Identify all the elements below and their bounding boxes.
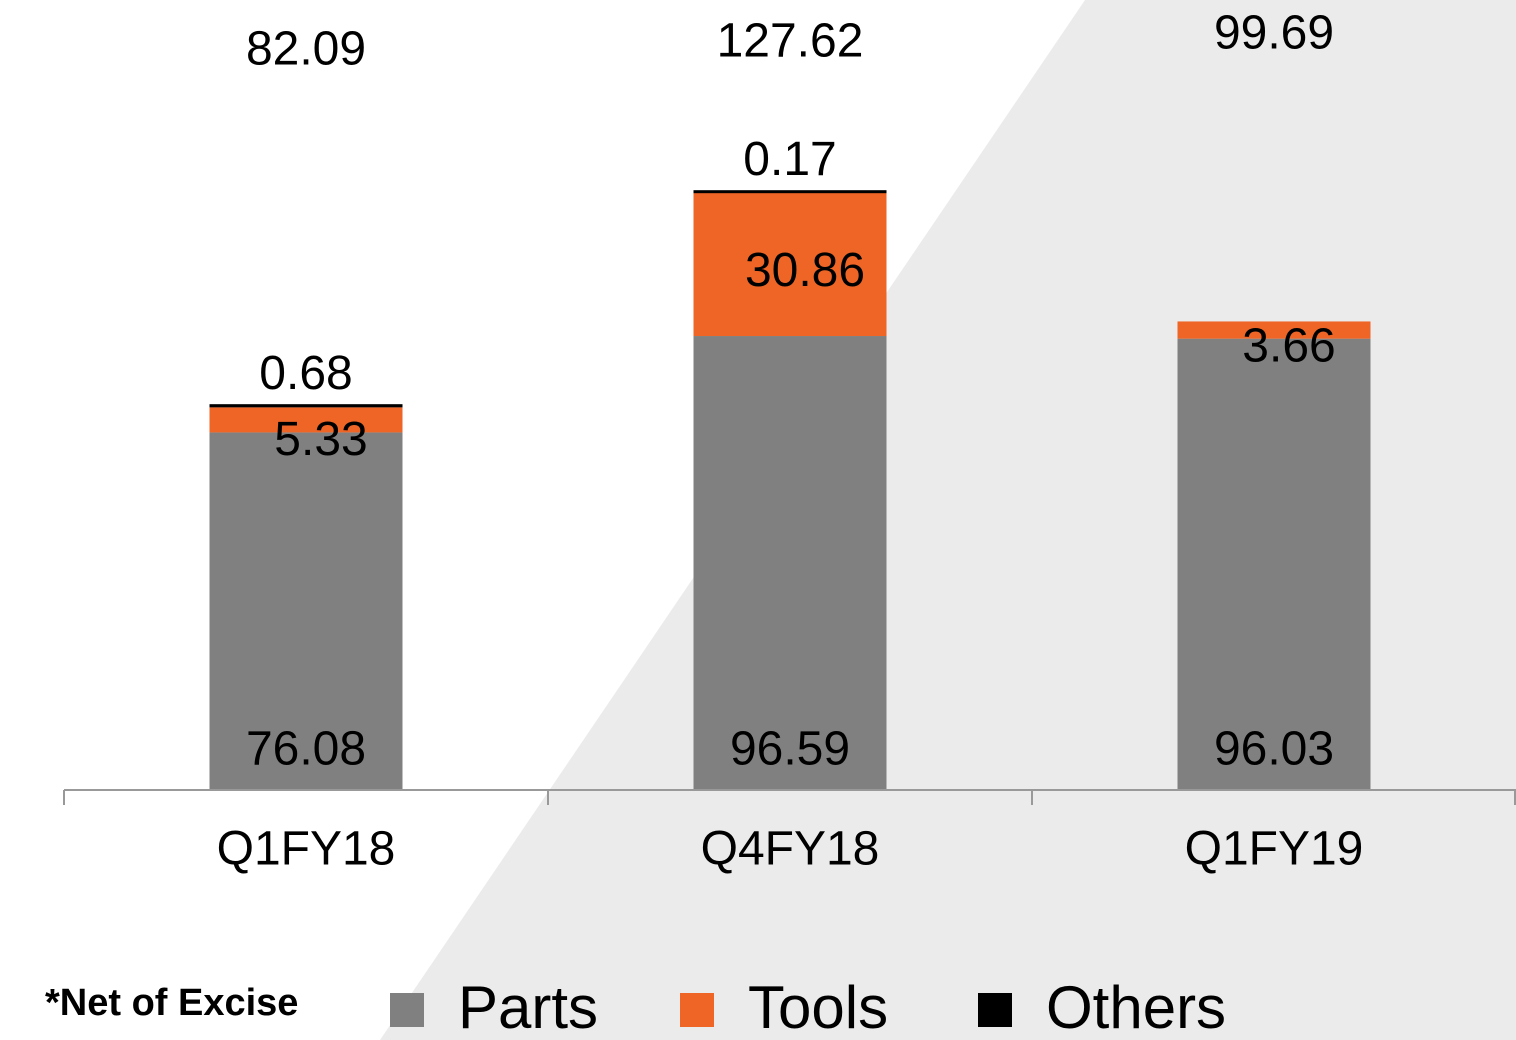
bar-segment xyxy=(209,407,403,433)
note: *Net of Excise xyxy=(45,982,298,1024)
data-label: 5.33 xyxy=(274,413,367,466)
total-label: 82.09 xyxy=(246,23,366,76)
data-label: 30.86 xyxy=(745,244,865,297)
data-label: 96.03 xyxy=(1214,723,1334,776)
total-label: 99.69 xyxy=(1214,7,1334,60)
legend-swatch xyxy=(978,993,1012,1027)
data-label: 76.08 xyxy=(246,723,366,776)
data-label: 96.59 xyxy=(730,723,850,776)
legend-swatch xyxy=(680,993,714,1027)
data-label: 3.66 xyxy=(1242,319,1335,372)
data-label: 0.17 xyxy=(743,133,836,186)
bar-segment xyxy=(693,336,887,790)
x-tick-label: Q4FY18 xyxy=(701,823,880,876)
bar-segment xyxy=(693,190,887,194)
bar-segment xyxy=(693,190,887,337)
total-label: 127.62 xyxy=(717,15,864,68)
data-label: 0.68 xyxy=(259,347,352,400)
bar-segment xyxy=(209,432,403,790)
x-tick-label: Q1FY19 xyxy=(1185,823,1364,876)
bar-segment xyxy=(209,404,403,408)
legend-swatch xyxy=(390,993,424,1027)
legend-label: Tools xyxy=(748,974,888,1040)
bar-segment xyxy=(1177,321,1371,339)
bar-segment xyxy=(1177,338,1371,790)
legend-label: Others xyxy=(1046,974,1226,1040)
legend-label: Parts xyxy=(458,974,598,1040)
x-tick-label: Q1FY18 xyxy=(217,823,396,876)
